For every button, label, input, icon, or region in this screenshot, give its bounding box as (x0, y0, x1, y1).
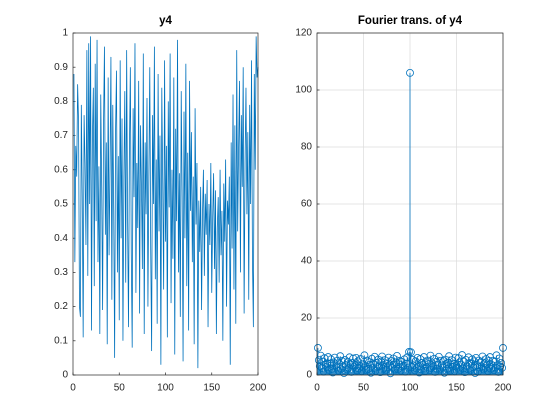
chart-title: Fourier trans. of y4 (358, 15, 463, 27)
stem-marker (340, 355, 349, 364)
x-tick-label: 200 (495, 383, 512, 394)
y-tick-label: 0 (62, 370, 68, 381)
y-tick-label: 40 (301, 256, 313, 267)
stem-marker (360, 351, 369, 360)
stem-marker (314, 356, 323, 365)
stem-marker (455, 358, 464, 367)
stem-marker (442, 360, 451, 369)
stem-marker (314, 344, 322, 352)
stem-marker (363, 356, 372, 365)
stem-marker (367, 354, 376, 363)
y-tick-label: 80 (301, 142, 313, 153)
stem-marker (464, 353, 473, 362)
y-tick-label: 60 (301, 199, 313, 210)
stem-marker (429, 362, 438, 371)
chart-title: y4 (159, 15, 172, 27)
x-tick-label: 0 (70, 383, 76, 394)
stem-marker (343, 357, 352, 366)
x-tick-label: 50 (358, 383, 370, 394)
data-line (73, 36, 259, 369)
stem-marker (406, 69, 414, 77)
stem-marker (417, 365, 426, 374)
y-tick-label: 0.9 (54, 62, 68, 73)
x-tick-label: 50 (114, 383, 126, 394)
x-tick-label: 150 (448, 383, 465, 394)
x-tick-label: 200 (250, 383, 267, 394)
stem-marker (451, 353, 460, 362)
y-tick-label: 100 (295, 85, 312, 96)
stem-marker (400, 355, 409, 364)
stem-marker (433, 361, 442, 369)
stem-marker (397, 357, 406, 366)
y-tick-label: 1 (62, 28, 68, 39)
stem-marker (460, 357, 468, 366)
stem-marker (496, 362, 505, 371)
x-tick-label: 100 (402, 383, 419, 394)
y-tick-label: 0.6 (54, 164, 68, 175)
stem-marker (393, 352, 401, 360)
axes-box (316, 32, 504, 376)
y-tick-label: 0.7 (54, 130, 68, 141)
x-tick-label: 150 (203, 383, 220, 394)
y-tick-label: 0.4 (54, 233, 68, 244)
y-tick-label: 20 (301, 313, 313, 324)
x-tick-label: 100 (157, 383, 174, 394)
stem-marker (497, 359, 506, 367)
y-tick-label: 0.1 (54, 335, 68, 346)
y-tick-label: 0.8 (54, 96, 68, 107)
y-tick-label: 0.5 (54, 199, 68, 210)
stem-marker (375, 362, 384, 371)
stem-marker (315, 362, 324, 371)
stem-marker (382, 359, 391, 368)
stem-marker (407, 348, 415, 357)
stem-marker (434, 352, 443, 361)
y-tick-label: 0 (306, 370, 312, 381)
y-tick-label: 120 (295, 28, 312, 39)
stem-marker (498, 363, 506, 372)
x-tick-label: 0 (314, 383, 320, 394)
axes-box (72, 32, 259, 376)
y-tick-label: 0.3 (54, 267, 68, 278)
y-tick-label: 0.2 (54, 301, 68, 312)
